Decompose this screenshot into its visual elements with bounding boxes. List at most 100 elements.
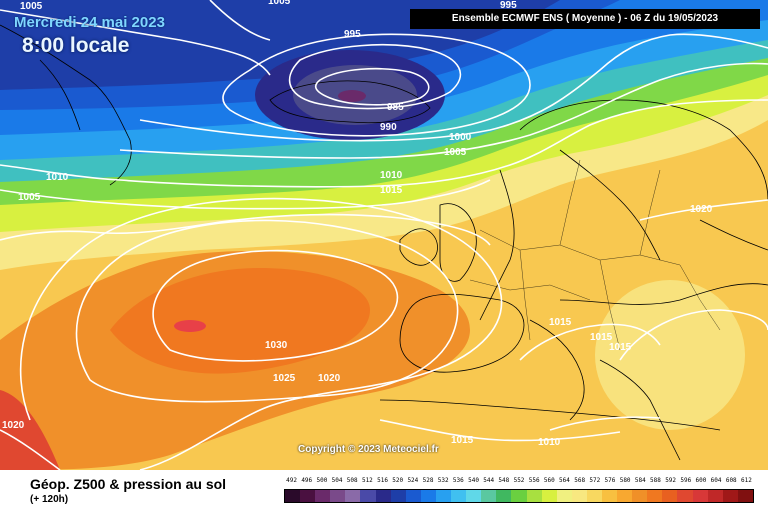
forecast-lead-time: (+ 120h) <box>30 494 69 505</box>
isobar-label: 1005 <box>20 1 43 12</box>
scale-label: 584 <box>634 477 646 484</box>
scale-label: 564 <box>559 477 570 484</box>
isobar-label: 1010 <box>46 172 69 183</box>
scale-cell <box>360 490 376 502</box>
scale-cell <box>496 490 512 502</box>
scale-label: 524 <box>407 477 419 484</box>
isobar-label: 1005 <box>268 0 291 7</box>
isobar-label: 1015 <box>549 317 572 328</box>
scale-cell <box>330 490 346 502</box>
isobar-label: 995 <box>500 0 517 11</box>
scale-label: 556 <box>528 477 540 484</box>
scale-cell <box>662 490 678 502</box>
isobar-995 <box>222 33 531 137</box>
z500-map: 1005 995 985 990 1000 1005 1010 1015 101… <box>0 0 768 470</box>
forecast-time: 8:00 locale <box>22 34 130 57</box>
scale-cell <box>617 490 633 502</box>
isobar-label: 985 <box>387 102 404 113</box>
scale-labels: 492 496 500 504 508 512 516 520 524 528 532 536 540 5… <box>284 477 754 487</box>
high-area-inner <box>110 268 370 374</box>
isobar-label: 995 <box>344 29 361 40</box>
scale-label: 520 <box>392 477 404 484</box>
scale-label: 608 <box>725 477 737 484</box>
scale-label: 508 <box>346 477 358 484</box>
scale-cell <box>677 490 693 502</box>
isobar-label: 1025 <box>273 373 296 384</box>
scale-label: 504 <box>331 477 343 484</box>
isobar-label: 1010 <box>380 170 403 181</box>
scale-label: 612 <box>740 477 752 484</box>
borders <box>469 159 721 351</box>
scale-cell <box>285 490 301 502</box>
isobar-label: 1010 <box>538 437 561 448</box>
isobar-label: 1015 <box>590 332 613 343</box>
scale-label: 536 <box>452 477 464 484</box>
isobar-label: 1020 <box>318 373 341 384</box>
scale-label: 596 <box>680 477 692 484</box>
map-title: Géop. Z500 & pression au sol <box>30 476 227 492</box>
scale-cell <box>481 490 497 502</box>
scale-label: 568 <box>574 477 586 484</box>
isobar-label-group: 1005 995 985 990 1000 1005 1010 1015 101… <box>2 0 713 448</box>
scale-label: 532 <box>437 477 449 484</box>
scale-label: 516 <box>377 477 388 484</box>
scale-cell <box>737 490 753 502</box>
isobar-label: 1015 <box>609 342 632 353</box>
scale-cell <box>647 490 663 502</box>
scale-label: 600 <box>695 477 707 484</box>
isobar-990 <box>288 44 462 110</box>
scale-label: 548 <box>498 477 510 484</box>
scale-cell <box>511 490 527 502</box>
scale-cell <box>707 490 723 502</box>
scale-cell <box>526 490 542 502</box>
isobar-985 <box>314 67 430 106</box>
scale-cell <box>692 490 708 502</box>
high-sw-red <box>0 390 60 470</box>
scale-cell <box>541 490 557 502</box>
isobar-label: 1020 <box>2 420 25 431</box>
scale-cell <box>632 490 648 502</box>
scale-cell <box>435 490 452 502</box>
scale-cell <box>345 490 361 502</box>
isobar-label: 1005 <box>444 147 467 158</box>
scale-label: 496 <box>301 477 313 484</box>
isobar-label: 1015 <box>380 185 403 196</box>
scale-cell <box>451 490 467 502</box>
scale-cell <box>722 490 738 502</box>
scale-cell <box>556 490 572 502</box>
scale-cell <box>300 490 316 502</box>
scale-label: 552 <box>513 477 525 484</box>
scale-label: 512 <box>361 477 373 484</box>
scale-label: 560 <box>543 477 555 484</box>
isobar-label: 1015 <box>451 435 474 446</box>
ensemble-run-info: Ensemble ECMWF ENS ( Moyenne ) - 06 Z du… <box>410 9 760 29</box>
scale-cell <box>571 490 587 502</box>
scale-cell <box>390 490 406 502</box>
scale-cell <box>420 490 436 502</box>
scale-label: 492 <box>286 477 297 484</box>
high-core <box>174 320 206 332</box>
scale-label: 528 <box>422 477 434 484</box>
scale-label: 540 <box>468 477 479 484</box>
forecast-date: Mercredi 24 mai 2023 <box>14 14 165 31</box>
scale-label: 572 <box>589 477 601 484</box>
scale-label: 580 <box>619 477 631 484</box>
scale-cell <box>601 490 618 502</box>
isobar-label: 1030 <box>265 340 288 351</box>
isobar-label: 1020 <box>690 204 713 215</box>
isobar-label: 1005 <box>18 192 41 203</box>
scale-cell <box>315 490 331 502</box>
isobar-label: 990 <box>380 122 397 133</box>
coastlines <box>0 24 768 461</box>
color-scale-bar <box>284 489 754 503</box>
scale-label: 500 <box>316 477 328 484</box>
isobar-label: 1000 <box>449 132 472 143</box>
scale-cell <box>405 490 421 502</box>
scale-label: 544 <box>483 477 495 484</box>
scale-label: 592 <box>665 477 677 484</box>
low-area-core <box>338 90 366 102</box>
scale-label: 576 <box>604 477 616 484</box>
isobars <box>0 0 768 470</box>
east-high-area <box>595 280 745 430</box>
